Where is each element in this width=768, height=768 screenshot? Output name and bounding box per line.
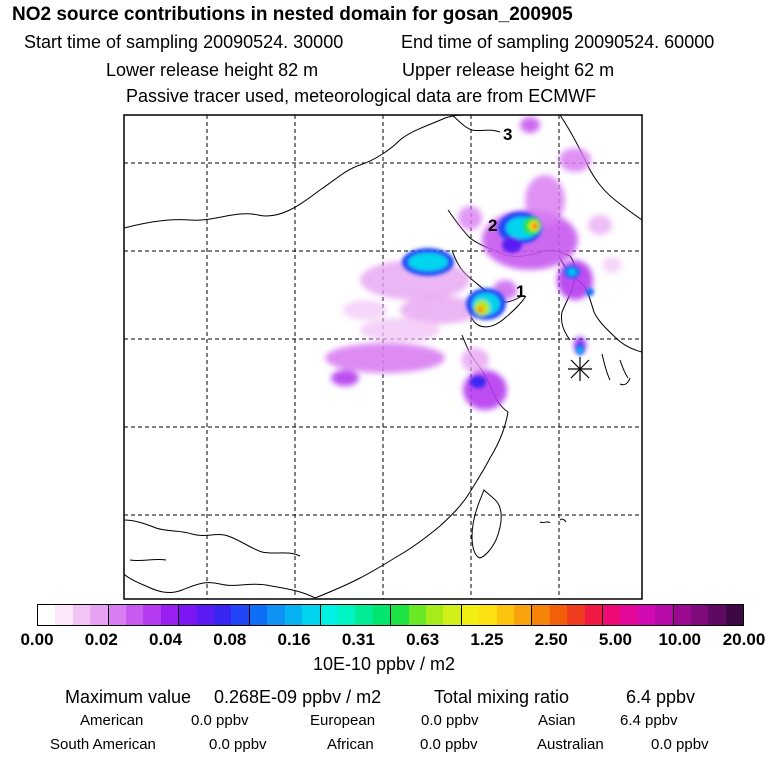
region-value: 0.0 ppbv xyxy=(651,736,709,753)
colorbar-segment xyxy=(603,605,621,625)
colorbar-tick-label: 2.50 xyxy=(534,630,568,649)
colorbar-segment xyxy=(708,605,726,625)
colorbar-tick-label: 0.08 xyxy=(213,630,247,649)
colorbar-segment xyxy=(408,605,426,625)
colorbar-tick-label: 5.00 xyxy=(598,630,632,649)
region-name: American xyxy=(80,712,144,729)
colorbar-segment xyxy=(372,605,392,625)
colorbar-tick-label: 0.31 xyxy=(341,630,375,649)
marker-label-1: 1 xyxy=(516,282,525,301)
colorbar-tick-label: 0.02 xyxy=(84,630,118,649)
colorbar-segment xyxy=(443,605,462,625)
colorbar-segment xyxy=(337,605,356,625)
release-lower: Lower release height 82 m xyxy=(106,60,319,80)
colorbar-segment xyxy=(90,605,109,625)
colorbar-segment xyxy=(196,605,215,625)
colorbar-segment xyxy=(637,605,656,625)
marker-label-3: 3 xyxy=(503,125,512,144)
colorbar-segment xyxy=(673,605,692,625)
region-value: 0.0 ppbv xyxy=(209,736,267,753)
colorbar-segment xyxy=(655,605,674,625)
colorbar-tick-label: 0.16 xyxy=(277,630,311,649)
max-value-label: Maximum value xyxy=(65,687,192,707)
region-name: African xyxy=(327,736,374,753)
colorbar-segment xyxy=(320,605,338,625)
colorbar-tick-label: 0.04 xyxy=(148,630,183,649)
sampling-start: Start time of sampling 20090524. 30000 xyxy=(24,32,344,52)
colorbar-segment xyxy=(126,605,144,625)
total-mixing-value: 6.4 ppbv xyxy=(626,687,696,707)
colorbar-segment xyxy=(567,605,585,625)
release-upper: Upper release height 62 m xyxy=(402,60,615,80)
max-value: 0.268E-09 ppbv / m2 xyxy=(214,687,382,707)
region-name: Asian xyxy=(538,712,576,729)
colorbar-segment xyxy=(72,605,91,625)
colorbar xyxy=(37,604,744,626)
colorbar-segment xyxy=(160,605,180,625)
map-panel: 1 2 3 xyxy=(123,114,643,600)
map-frame xyxy=(123,114,643,600)
colorbar-segment xyxy=(391,605,409,625)
asterisk-icon xyxy=(568,357,592,381)
colorbar-segment xyxy=(725,605,744,625)
colorbar-tick-label: 1.25 xyxy=(470,630,504,649)
colorbar-segment xyxy=(108,605,127,625)
region-value: 0.0 ppbv xyxy=(191,712,249,729)
region-value: 0.0 ppbv xyxy=(420,736,478,753)
colorbar-segment xyxy=(231,605,250,625)
colorbar-segment xyxy=(179,605,197,625)
region-name: Australian xyxy=(537,736,604,753)
region-name: South American xyxy=(50,736,156,753)
colorbar-tick-label: 20.00 xyxy=(722,630,766,649)
colorbar-segment xyxy=(302,605,321,625)
colorbar-unit: 10E-10 ppbv / m2 xyxy=(312,654,456,674)
colorbar-segment xyxy=(284,605,303,625)
region-value: 0.0 ppbv xyxy=(421,712,479,729)
colorbar-segment xyxy=(532,605,550,625)
colorbar-segment xyxy=(620,605,638,625)
colorbar-segment xyxy=(214,605,232,625)
colorbar-segment xyxy=(496,605,514,625)
colorbar-segment xyxy=(55,605,73,625)
colorbar-segment xyxy=(513,605,533,625)
colorbar-segment xyxy=(691,605,709,625)
colorbar-tick-label: 0.63 xyxy=(406,630,440,649)
colorbar-tick-label: 0.00 xyxy=(20,630,54,649)
page-title: NO2 source contributions in nested domai… xyxy=(12,4,573,25)
concentration-field xyxy=(325,117,622,410)
total-mixing-label: Total mixing ratio xyxy=(434,687,570,707)
tracer-note: Passive tracer used, meteorological data… xyxy=(126,86,597,106)
colorbar-segment xyxy=(425,605,444,625)
colorbar-segment xyxy=(249,605,268,625)
colorbar-segment xyxy=(461,605,480,625)
sampling-end: End time of sampling 20090524. 60000 xyxy=(401,32,715,52)
colorbar-tick-label: 10.00 xyxy=(658,630,701,649)
marker-label-2: 2 xyxy=(488,216,497,235)
map-markers: 1 2 3 xyxy=(488,125,525,301)
colorbar-segment xyxy=(143,605,161,625)
colorbar-segment xyxy=(479,605,497,625)
colorbar-segment xyxy=(38,605,56,625)
region-value: 6.4 ppbv xyxy=(620,712,678,729)
colorbar-segment xyxy=(584,605,603,625)
colorbar-segment xyxy=(549,605,568,625)
colorbar-segment xyxy=(355,605,373,625)
colorbar-segment xyxy=(267,605,285,625)
region-name: European xyxy=(310,712,376,729)
